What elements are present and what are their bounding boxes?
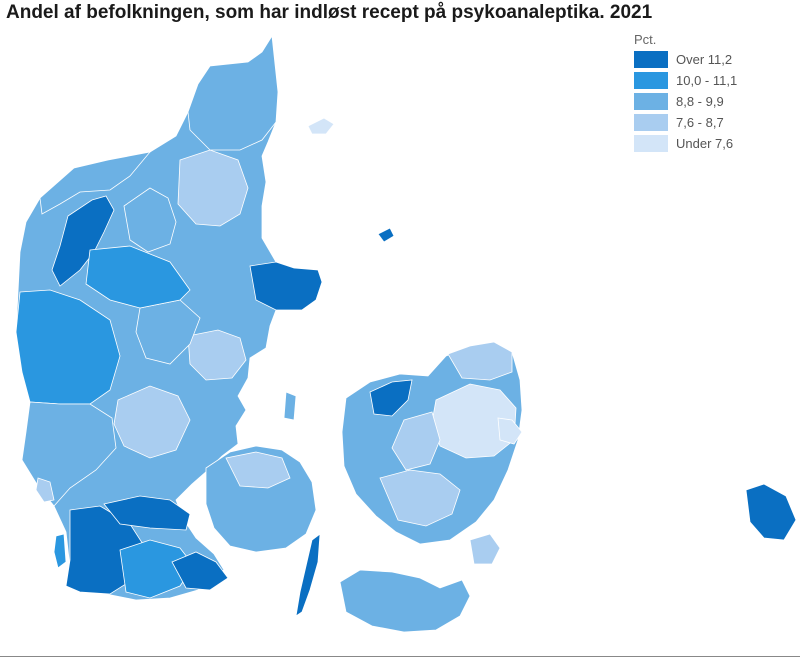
samso-island [283,391,297,421]
legend-title: Pct. [634,32,657,47]
lolland-falster [339,569,471,633]
legend-item: Under 7,6 [634,133,737,154]
djursland-region [249,261,323,311]
laeso-island [307,117,335,135]
legend-swatch [634,135,668,152]
odsherred-region [369,379,413,417]
herning-region [85,245,191,309]
himmerland-region [123,187,177,253]
legend-item: Over 11,2 [634,49,737,70]
map-title: Andel af befolkningen, som har indløst r… [6,2,653,23]
north-zealand [447,341,513,381]
fano-island [53,533,67,569]
west-coast-region [15,289,121,405]
anholt-island [377,227,395,243]
roskilde-region [391,411,441,471]
copenhagen-city [497,417,523,445]
vejen-kolding-region [103,495,191,531]
bornholm-island [745,483,797,541]
aarhus-region [187,329,247,381]
langeland-island [295,533,321,617]
north-jutland-west [39,151,152,215]
legend-swatch [634,114,668,131]
legend-label: 8,8 - 9,9 [676,94,724,109]
vejle-region [113,385,191,459]
legend-item: 8,8 - 9,9 [634,91,737,112]
funen-north [225,451,291,489]
legend: Pct. Over 11,2 10,0 - 11,1 8,8 - 9,9 7,6… [634,32,737,154]
legend-swatch [634,51,668,68]
legend-swatch [634,93,668,110]
south-zealand [379,469,461,527]
vendsyssel-region [177,149,249,227]
legend-label: Under 7,6 [676,136,734,151]
vendsyssel-north [187,34,279,151]
rom-island [35,477,55,503]
sonderborg-region [171,551,229,591]
legend-swatch [634,72,668,89]
legend-label: 7,6 - 8,7 [676,115,724,130]
legend-label: Over 11,2 [676,52,733,67]
bottom-border-line [0,656,800,657]
legend-label: 10,0 - 11,1 [676,73,738,88]
mon-island [469,533,501,565]
legend-item: 10,0 - 11,1 [634,70,737,91]
midjutland-region [135,299,201,365]
legend-item: 7,6 - 8,7 [634,112,737,133]
esbjerg-region [21,401,117,507]
